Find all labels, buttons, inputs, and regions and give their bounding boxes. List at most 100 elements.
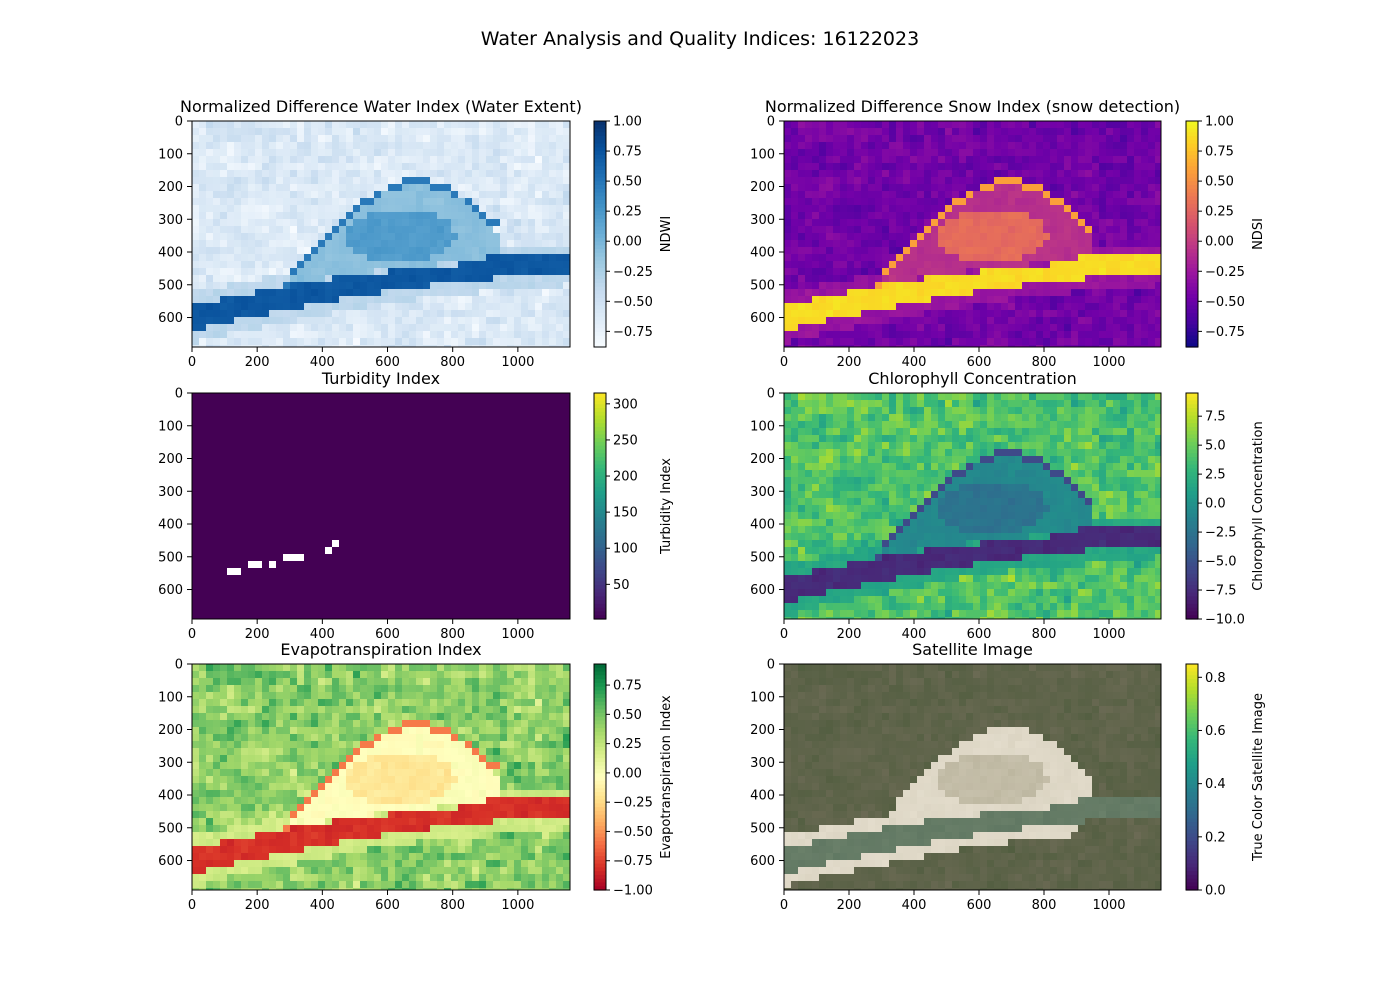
heatmap-cell [199,540,207,548]
heatmap-cell [395,449,403,457]
heatmap-cell [1029,247,1037,255]
heatmap-cell [220,324,228,332]
heatmap-cell [854,310,862,318]
heatmap-cell [903,135,911,143]
heatmap-cell [395,477,403,485]
heatmap-cell [234,596,242,604]
heatmap-cell [1085,317,1093,325]
x-tick-label: 600 [967,355,992,370]
colorbar-segment [1186,223,1198,227]
heatmap-cell [479,247,487,255]
heatmap-cell [959,275,967,283]
heatmap-cell [542,128,550,136]
heatmap-cell [227,554,235,562]
heatmap-cell [325,163,333,171]
heatmap-cell [297,142,305,150]
heatmap-cell [297,582,305,590]
heatmap-cell [199,191,207,199]
heatmap-cell [910,226,918,234]
heatmap-cell [1134,149,1142,157]
heatmap-cell [805,282,813,290]
heatmap-cell [367,170,375,178]
heatmap-cell [486,212,494,220]
heatmap-cell [896,135,904,143]
heatmap-cell [360,142,368,150]
heatmap-cell [1050,163,1058,171]
heatmap-cell [332,128,340,136]
heatmap-cell [1036,212,1044,220]
heatmap-cell [430,261,438,269]
heatmap-cell [833,184,841,192]
heatmap-cell [784,317,792,325]
heatmap-cell [381,226,389,234]
heatmap-cell [1078,310,1086,318]
heatmap-cell [1134,191,1142,199]
heatmap-cell [507,331,515,339]
heatmap-cell [798,303,806,311]
heatmap-cell [234,561,242,569]
heatmap-cell [973,247,981,255]
heatmap-cell [402,219,410,227]
heatmap-cell [381,191,389,199]
heatmap-cell [1015,170,1023,178]
heatmap-cell [220,449,228,457]
heatmap-cell [1141,289,1149,297]
heatmap-cell [283,526,291,534]
heatmap-cell [318,142,326,150]
heatmap-cell [367,582,375,590]
heatmap-cell [910,212,918,220]
heatmap-cell [875,226,883,234]
heatmap-cell [318,254,326,262]
heatmap-cell [388,421,396,429]
heatmap-cell [213,142,221,150]
heatmap-cell [262,540,270,548]
heatmap-cell [325,303,333,311]
heatmap-cell [409,463,417,471]
heatmap-cell [353,547,361,555]
heatmap-cell [1113,240,1121,248]
heatmap-cell [472,226,480,234]
heatmap-cell [528,254,536,262]
heatmap-cell [297,526,305,534]
heatmap-cell [290,289,298,297]
heatmap-cell [917,303,925,311]
heatmap-cell [840,317,848,325]
heatmap-cell [276,282,284,290]
heatmap-cell [931,205,939,213]
heatmap-cell [1078,261,1086,269]
heatmap-cell [987,289,995,297]
heatmap-cell [959,289,967,297]
heatmap-cell [227,393,235,401]
heatmap-cell [388,296,396,304]
heatmap-cell [199,393,207,401]
heatmap-cell [1099,331,1107,339]
heatmap-cell [1071,289,1079,297]
heatmap-cell [514,275,522,283]
heatmap-cell [798,331,806,339]
heatmap-cell [1106,247,1114,255]
heatmap-cell [945,142,953,150]
colorbar-tick-label: 0.75 [613,145,642,160]
heatmap-cell [346,289,354,297]
heatmap-cell [192,400,200,408]
heatmap-cell [966,261,974,269]
colorbar-segment [594,136,606,140]
heatmap-cell [423,212,431,220]
heatmap-cell [430,303,438,311]
heatmap-cell [402,184,410,192]
heatmap-cell [500,205,508,213]
heatmap-cell [318,582,326,590]
heatmap-cell [234,121,242,129]
heatmap-cell [353,400,361,408]
heatmap-cell [437,456,445,464]
heatmap-cell [444,163,452,171]
heatmap-cell [346,463,354,471]
heatmap-cell [199,561,207,569]
heatmap-cell [297,533,305,541]
heatmap-cell [409,568,417,576]
heatmap-cell [987,198,995,206]
heatmap-cell [959,121,967,129]
heatmap-cell [1078,212,1086,220]
heatmap-cell [945,163,953,171]
heatmap-cell [416,149,424,157]
